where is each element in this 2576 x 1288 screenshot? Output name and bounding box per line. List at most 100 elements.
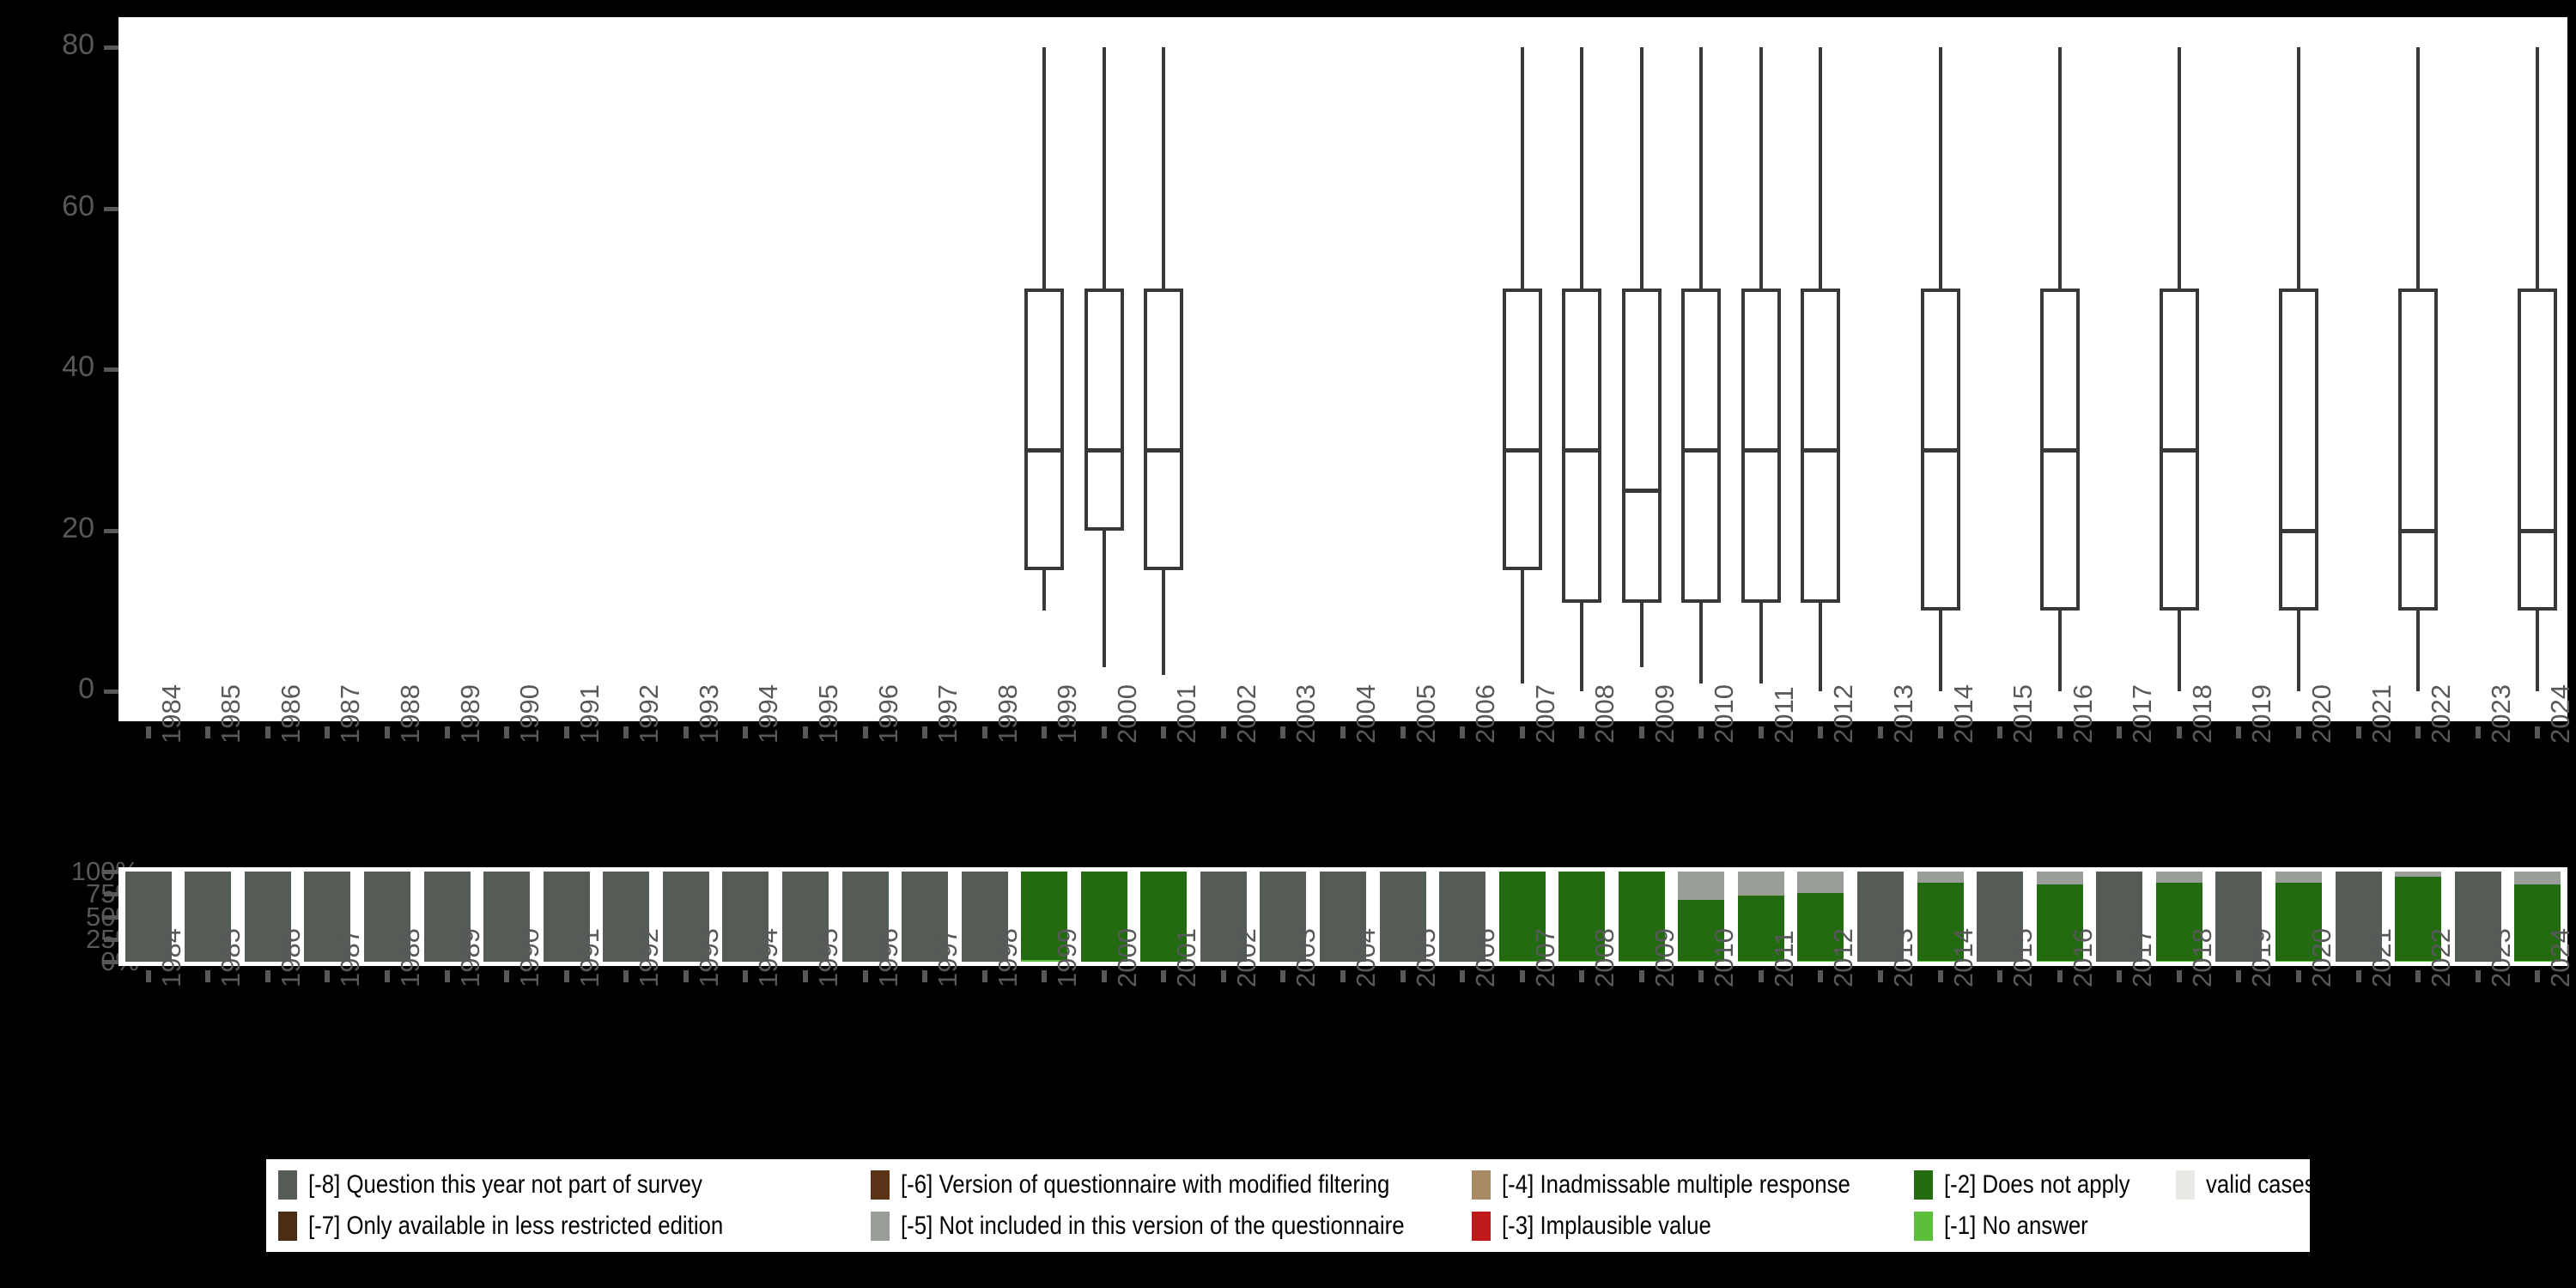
legend-item-does-not-apply[interactable]: [-2] Does not apply (1914, 1164, 2160, 1206)
boxplot-x-tick-mark (802, 726, 808, 738)
stacked-bar-segment-not-part-of-survey (1379, 872, 1426, 962)
stacked-bar-x-tick-mark (2355, 970, 2361, 982)
stacked-bar-segment-does-not-apply (1678, 899, 1725, 961)
legend-swatch-icon (278, 1212, 297, 1241)
stacked-bar-column (1737, 872, 1784, 962)
boxplot-x-tick-mark (385, 726, 391, 738)
boxplot-iqr-box (1502, 289, 1542, 571)
boxplot-x-label-2016: 2016 (2067, 684, 2098, 744)
boxplot-x-label-1997: 1997 (933, 684, 963, 744)
boxplot-upper-whisker (1938, 47, 1942, 289)
stacked-bar-x-label-1988: 1988 (395, 928, 426, 987)
stacked-bar-x-label-2001: 2001 (1171, 928, 1202, 987)
boxplot-x-label-2019: 2019 (2246, 684, 2277, 744)
stacked-bar-x-tick-mark (2236, 970, 2242, 982)
stacked-bar-segment-not-part-of-survey (2096, 872, 2143, 962)
stacked-bar-x-tick-mark (1937, 970, 1943, 982)
stacked-bar-x-tick-mark (802, 970, 808, 982)
legend-swatch-icon (1914, 1170, 1933, 1200)
boxplot-x-label-2011: 2011 (1768, 686, 1799, 744)
stacked-bar-x-tick-mark (325, 970, 331, 982)
stacked-bar-segment-does-not-apply (1558, 872, 1606, 961)
boxplot-x-label-2014: 2014 (1947, 684, 1978, 744)
stacked-bar-segment-does-not-apply (1797, 893, 1844, 961)
boxplot-x-tick-mark (2117, 726, 2123, 738)
boxplot-x-label-1985: 1985 (216, 684, 246, 744)
legend-label: [-5] Not included in this version of the… (901, 1212, 1405, 1240)
boxplot-x-tick-mark (1340, 726, 1346, 738)
boxplot-x-tick-mark (623, 726, 629, 738)
stacked-bar-column (662, 872, 709, 962)
boxplot-lower-whisker (1938, 611, 1942, 691)
stacked-bar-x-label-1989: 1989 (454, 928, 485, 987)
boxplot-x-label-2022: 2022 (2426, 684, 2457, 744)
boxplot-x-label-1999: 1999 (1052, 684, 1083, 744)
legend-item-inadmissable-multiple[interactable]: [-4] Inadmissable multiple response (1472, 1164, 1907, 1206)
stacked-bar-segment-does-not-apply (2036, 884, 2083, 961)
stacked-bar-column (1498, 872, 1546, 962)
stacked-bar-column (244, 872, 291, 962)
legend-label: [-1] No answer (1944, 1212, 2088, 1240)
boxplot-x-label-1998: 1998 (992, 684, 1023, 744)
boxplot-x-tick-mark (1579, 726, 1585, 738)
boxplot-median-line (1144, 447, 1184, 453)
stacked-bar-x-tick-mark (444, 970, 450, 982)
stacked-bar-segment-not-included (1797, 872, 1844, 894)
legend-item-no-answer[interactable]: [-1] No answer (1914, 1206, 2111, 1247)
boxplot-x-label-2015: 2015 (2008, 684, 2038, 744)
stacked-bar-segment-no-answer (1498, 960, 1546, 962)
boxplot-median-line (1741, 447, 1781, 453)
stacked-bar-segment-not-part-of-survey (902, 872, 949, 962)
stacked-bar-x-tick-mark (1997, 970, 2003, 982)
stacked-bar-x-label-2002: 2002 (1230, 928, 1261, 987)
boxplot-x-label-2005: 2005 (1410, 684, 1441, 744)
stacked-bar-y-tick-mark (104, 960, 118, 964)
boxplot-x-tick-mark (1997, 726, 2003, 738)
stacked-bar-column (902, 872, 949, 962)
stacked-bar-segment-not-included (2036, 872, 2083, 884)
legend-item-implausible-value[interactable]: [-3] Implausible value (1472, 1206, 1745, 1247)
stacked-bar-x-tick-mark (563, 970, 569, 982)
boxplot-lower-whisker (1699, 602, 1704, 683)
boxplot-x-tick-mark (1042, 726, 1048, 738)
stacked-bar-x-label-1987: 1987 (335, 928, 366, 987)
boxplot-lower-whisker (2416, 611, 2421, 691)
stacked-bar-x-label-2013: 2013 (1888, 928, 1919, 987)
boxplot-x-tick-mark (922, 726, 928, 738)
boxplot-x-tick-mark (2355, 726, 2361, 738)
stacked-bar-x-label-2023: 2023 (2485, 928, 2516, 987)
stacked-bar-y-tick-mark (104, 914, 118, 920)
boxplot-x-label-1993: 1993 (693, 684, 724, 744)
legend-label: [-8] Question this year not part of surv… (308, 1170, 702, 1199)
legend-item-valid-cases[interactable]: valid cases (2176, 1164, 2333, 1206)
legend-item-not-part-of-survey[interactable]: [-8] Question this year not part of surv… (278, 1164, 767, 1206)
stacked-bar-segment-does-not-apply (2155, 882, 2202, 961)
boxplot-x-tick-mark (743, 726, 749, 738)
stacked-bar-column (1200, 872, 1247, 962)
stacked-bar-x-tick-mark (385, 970, 391, 982)
stacked-bar-segment-not-part-of-survey (1439, 872, 1486, 962)
stacked-bar-x-tick-mark (2057, 970, 2063, 982)
stacked-bar-x-label-2003: 2003 (1291, 928, 1321, 987)
stacked-bar-column (2215, 872, 2263, 962)
boxplot-y-tick-label: 40 (62, 350, 94, 383)
stacked-bar-column (1797, 872, 1844, 962)
stacked-bar-x-tick-mark (264, 970, 270, 982)
stacked-bar-segment-no-answer (2395, 960, 2442, 962)
stacked-bar-column (1140, 872, 1188, 962)
legend-item-modified-filtering[interactable]: [-6] Version of questionnaire with modif… (871, 1164, 1469, 1206)
boxplot-iqr-box (1144, 289, 1184, 571)
stacked-bar-segment-not-part-of-survey (185, 872, 232, 962)
boxplot-iqr-box (1024, 289, 1065, 571)
stacked-bar-column (1977, 872, 2024, 962)
boxplot-x-label-2003: 2003 (1291, 684, 1321, 744)
legend-item-not-included[interactable]: [-5] Not included in this version of the… (871, 1206, 1486, 1247)
stacked-bar-column (1678, 872, 1725, 962)
stacked-bar-segment-no-answer (1618, 960, 1665, 962)
boxplot-upper-whisker (1520, 47, 1524, 289)
stacked-bar-x-tick-mark (1340, 970, 1346, 982)
boxplot-x-label-2000: 2000 (1111, 684, 1142, 744)
boxplot-x-tick-mark (264, 726, 270, 738)
stacked-bar-segment-not-part-of-survey (603, 872, 650, 962)
legend-item-only-restricted-edition[interactable]: [-7] Only available in less restricted e… (278, 1206, 791, 1247)
